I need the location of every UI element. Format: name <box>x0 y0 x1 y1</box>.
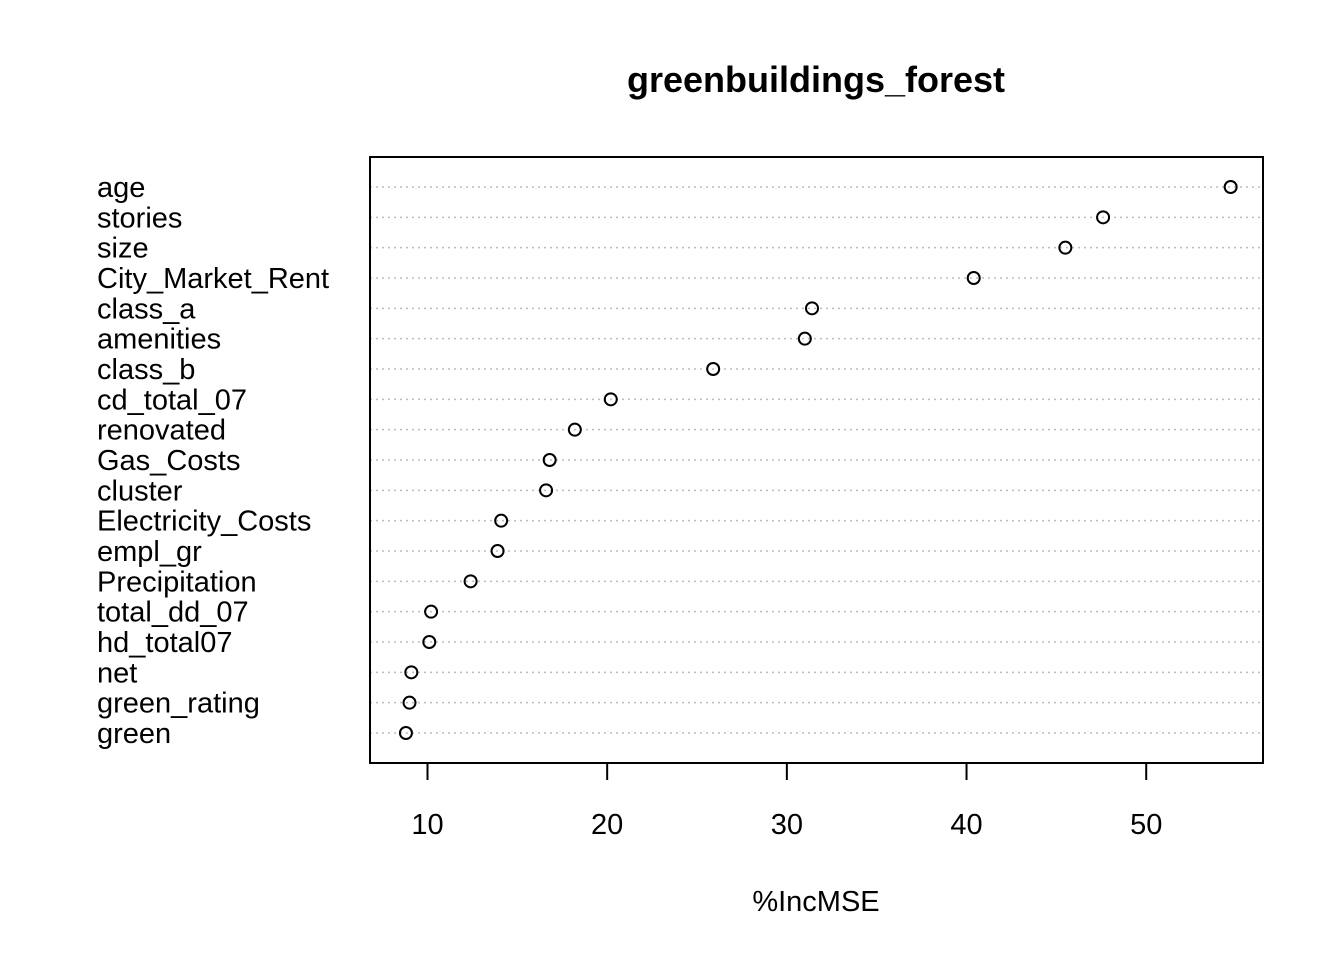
category-label: class_a <box>97 293 196 325</box>
category-label: Precipitation <box>97 566 257 598</box>
data-point <box>404 665 419 680</box>
data-point <box>1096 210 1111 225</box>
x-axis: 10 20 30 40 50 <box>411 762 1162 841</box>
data-point <box>424 604 439 619</box>
category-label: hd_total07 <box>97 627 232 659</box>
x-axis-label: %IncMSE <box>752 886 879 918</box>
x-tick-label: 30 <box>771 809 803 841</box>
data-point <box>567 422 582 437</box>
x-tick-label: 20 <box>591 809 623 841</box>
category-label: cluster <box>97 475 183 507</box>
grid-lines <box>370 186 1263 734</box>
category-label: class_b <box>97 354 195 386</box>
category-label: net <box>97 657 137 689</box>
category-label: amenities <box>97 324 221 356</box>
data-point <box>797 331 812 346</box>
data-point <box>494 513 509 528</box>
category-label: size <box>97 233 149 265</box>
data-point <box>966 271 981 285</box>
data-points <box>398 180 1238 740</box>
category-label: City_Market_Rent <box>97 263 329 295</box>
chart-title: greenbuildings_forest <box>627 59 1005 100</box>
x-tick-label: 10 <box>411 809 443 841</box>
data-point <box>1058 240 1073 255</box>
data-point <box>539 483 554 498</box>
data-point <box>706 362 721 376</box>
category-label: Gas_Costs <box>97 445 240 477</box>
data-point <box>402 695 417 710</box>
data-point <box>490 544 505 558</box>
data-point <box>805 301 820 316</box>
data-point <box>542 453 557 467</box>
category-label: stories <box>97 202 182 234</box>
category-label: empl_gr <box>97 536 202 568</box>
x-tick-label: 50 <box>1130 809 1162 841</box>
category-label: cd_total_07 <box>97 384 247 416</box>
category-label: renovated <box>97 415 226 447</box>
data-point <box>1223 180 1238 194</box>
category-label: total_dd_07 <box>97 597 249 629</box>
data-point <box>463 574 478 589</box>
x-tick-label: 40 <box>950 809 982 841</box>
category-labels: agestoriessizeCity_Market_Rentclass_aame… <box>97 172 329 750</box>
category-label: Electricity_Costs <box>97 506 311 538</box>
category-label: green_rating <box>97 688 260 720</box>
category-label: age <box>97 172 145 204</box>
data-point <box>398 726 413 740</box>
data-point <box>422 635 437 649</box>
category-label: green <box>97 718 171 750</box>
data-point <box>603 392 618 407</box>
